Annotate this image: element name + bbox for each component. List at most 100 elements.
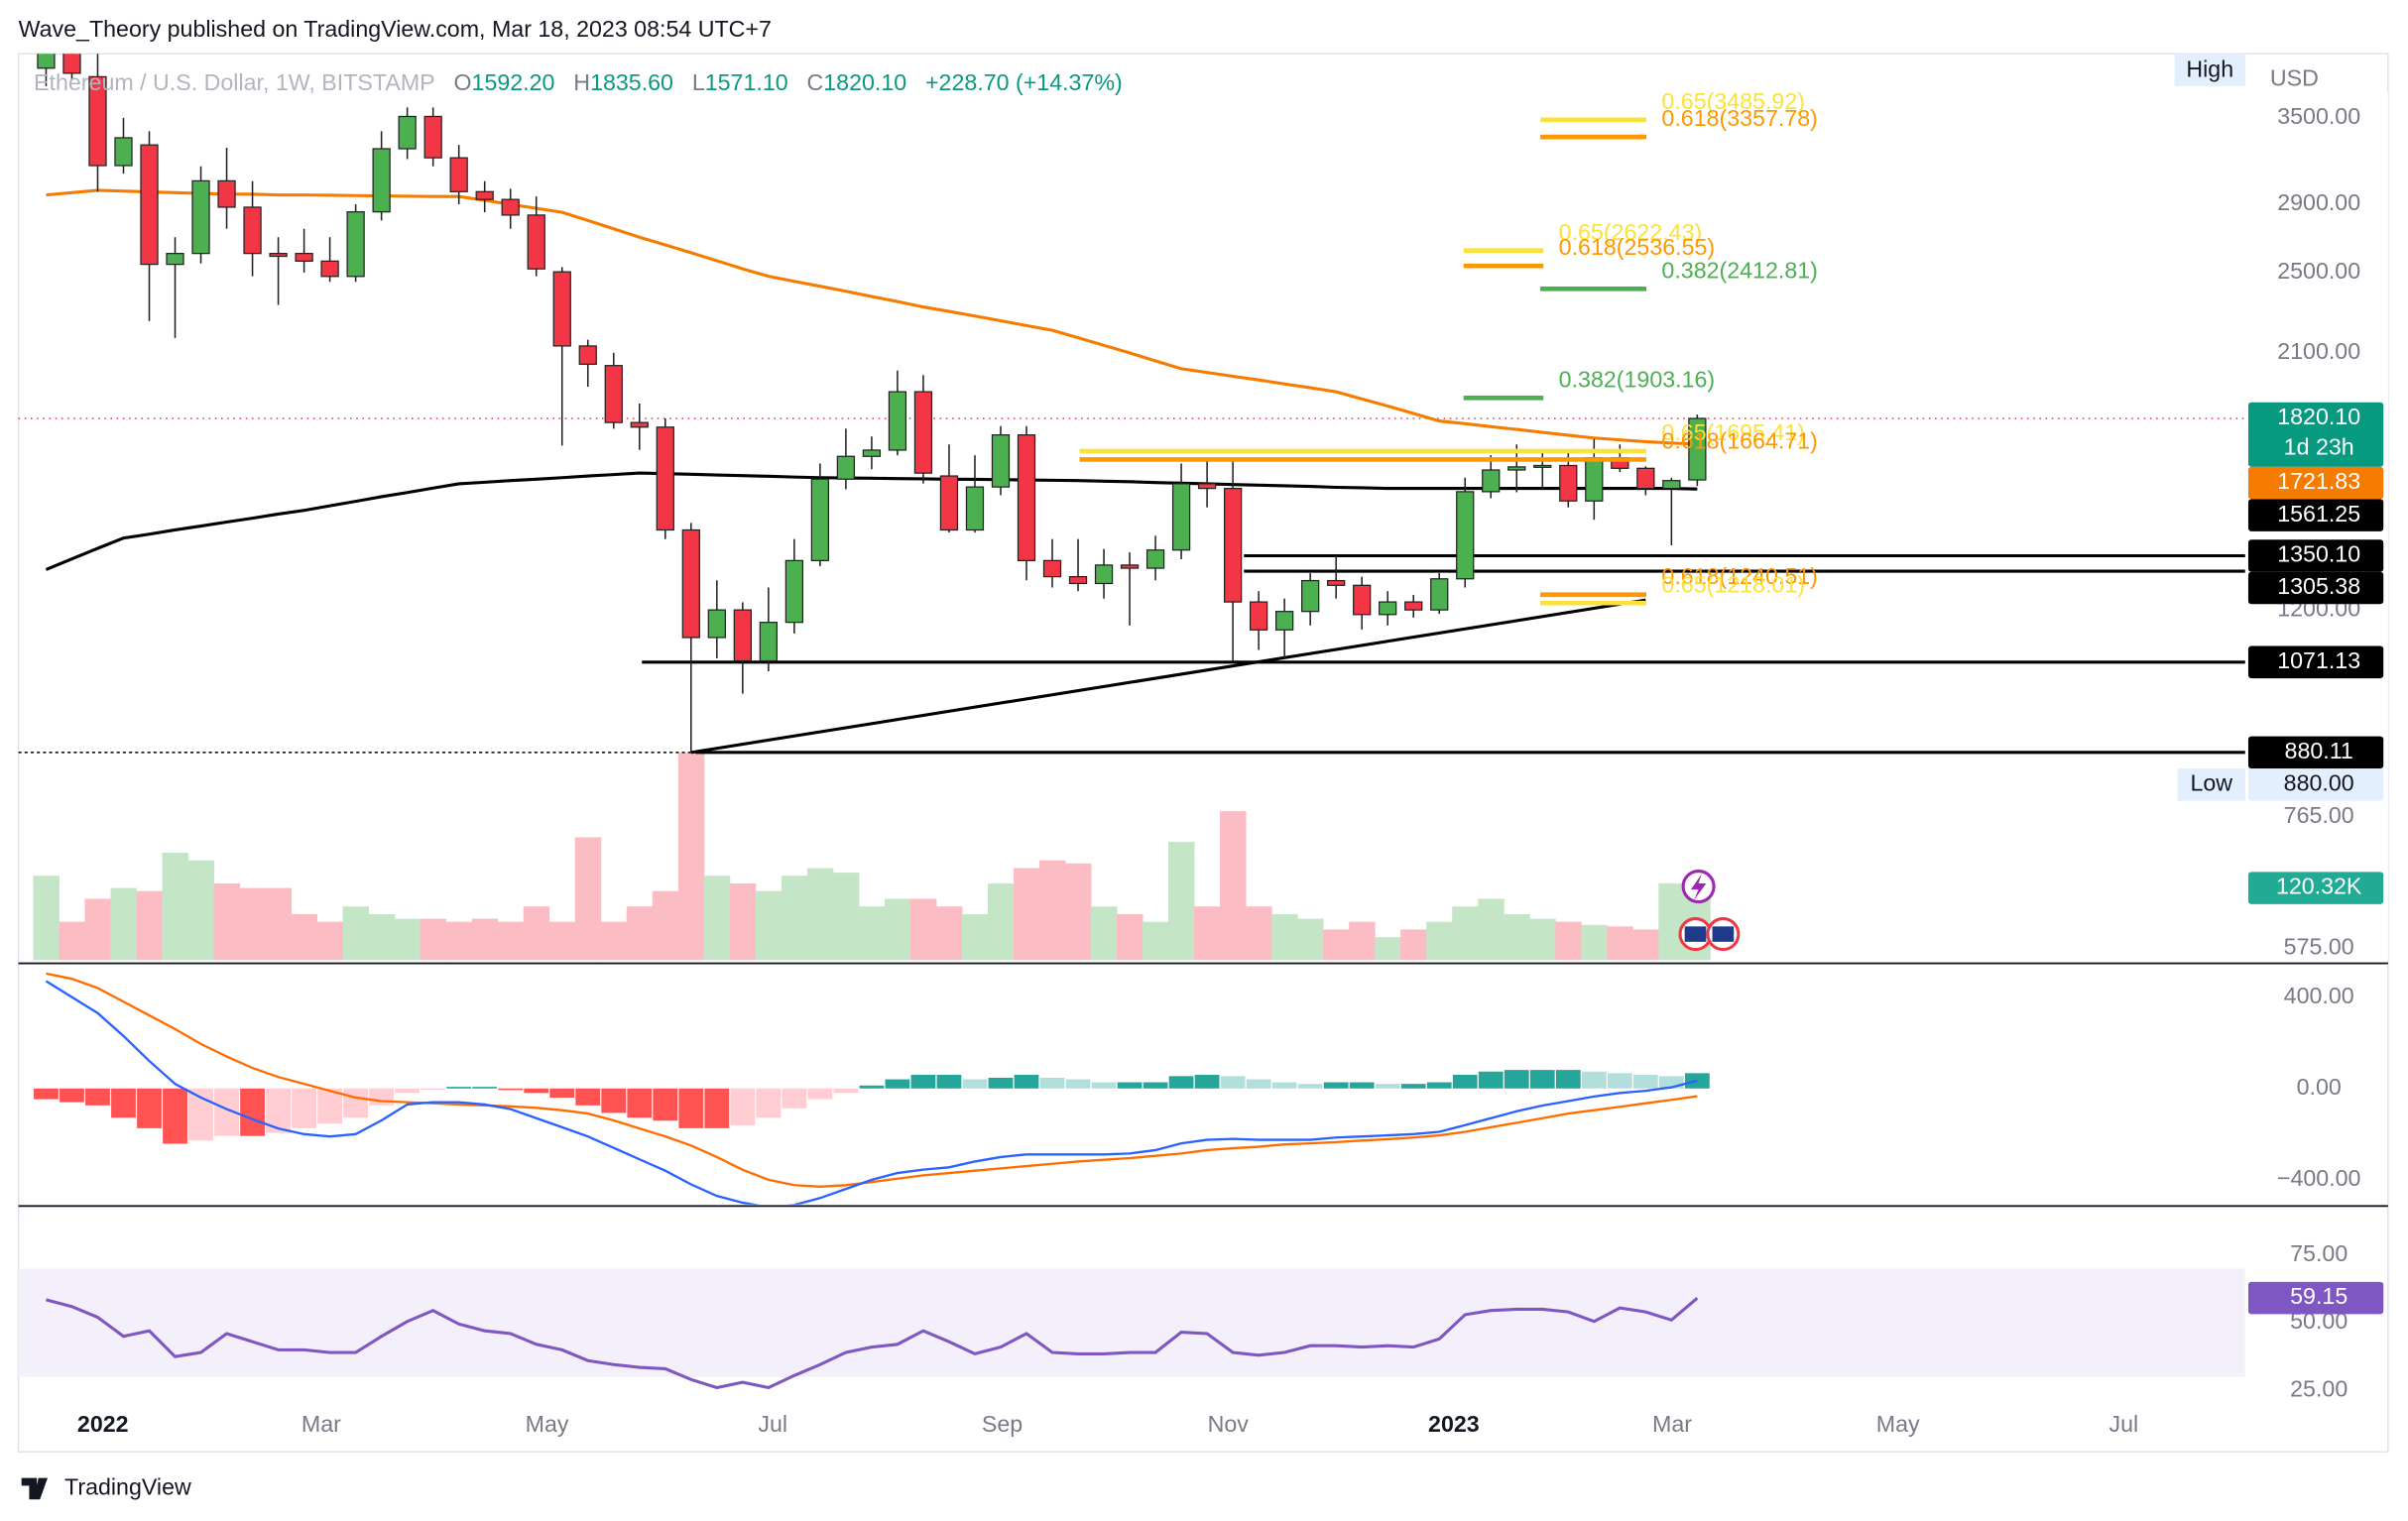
macd-bar [678,1088,704,1128]
candle-body [501,198,520,216]
price-label-box [2247,571,2384,605]
volume-bar [574,837,602,961]
rsi-label: 59.15 [2290,1283,2348,1309]
price-label-box [2247,402,2384,467]
y-tick-label: 575.00 [2284,933,2354,959]
macd-bar [1246,1079,1271,1089]
volume-bar [136,890,163,961]
volume-bar [110,887,137,961]
candle-body [836,455,856,480]
candle-body [1017,434,1036,561]
candle-body [1688,417,1707,481]
macd-bar [111,1088,136,1118]
macd-bar [756,1088,782,1118]
macd-bar [627,1088,653,1118]
x-tick-label: Sep [982,1411,1023,1437]
price-label-box [2247,539,2384,572]
macd-bar [395,1088,421,1094]
legend: Ethereum / U.S. Dollar, 1W, BITSTAMP O15… [34,69,1123,95]
price-tag: Low [2190,770,2232,796]
candle-body [1353,584,1372,616]
macd-bar [1529,1070,1555,1089]
volume-bar [1555,921,1582,961]
x-tick-label: Mar [1652,1411,1692,1437]
volume-bar [368,913,396,961]
macd-bar [1014,1074,1039,1089]
macd-bar [1632,1074,1658,1089]
fib-label: 0.65(1695.41) [1661,419,1805,445]
fib-label: 0.65(2622.43) [1559,219,1703,245]
candle-body [449,157,468,192]
candle-body [475,190,494,200]
price-label-sub: 1d 23h [2284,433,2354,459]
macd-bar [498,1088,524,1091]
candle-body [140,144,159,266]
volume-bar [471,918,499,961]
volume-bar [523,906,550,961]
candle-body [1662,480,1681,490]
x-tick-label: Jul [2108,1411,2138,1437]
volume-bar [1658,882,1685,961]
volume-bar [1504,913,1530,961]
macd-bar [1323,1082,1349,1089]
legend-value: 1820.10 [823,69,906,95]
volume-bar [1117,913,1144,961]
fib-label: 0.382(2412.81) [1661,257,1817,283]
volume-bar [316,921,344,961]
macd-bar [1297,1084,1323,1089]
legend-key: L [692,69,705,95]
candle-body [1068,575,1088,585]
macd-bar [446,1087,472,1089]
volume-bar [652,890,679,961]
candle-body [578,345,597,365]
candle-body [1275,611,1294,631]
volume-bar [1065,863,1092,961]
macd-bar [807,1088,833,1100]
y-tick-label: 0.00 [2297,1074,2342,1100]
macd-bar [1168,1076,1194,1089]
candle-body [888,391,907,451]
macd-bar [1220,1076,1246,1089]
macd-bar [1452,1074,1478,1089]
legend-key: H [573,69,590,95]
candle-body [295,253,313,262]
volume-bar [909,898,937,961]
candle-body [1533,464,1552,468]
volume-bar [858,906,886,961]
macd-bar [85,1088,110,1106]
candle-body [1223,487,1243,603]
candle-body [1249,601,1268,631]
candle-body [1379,601,1397,616]
y-tick-label: 765.00 [2284,802,2354,828]
candle-body [1120,564,1140,569]
macd-bar [421,1088,446,1091]
macd-bar [472,1087,498,1089]
candle-body [398,115,417,150]
candle-body [372,148,391,213]
macd-bar [1091,1082,1117,1089]
volume-bar [239,887,267,961]
volume-bar [1478,898,1505,961]
candle-body [1482,469,1501,493]
price-label: 1305.38 [2277,573,2360,599]
signal-line [46,972,1698,1188]
pane [18,1268,2245,1390]
volume-bar [1297,918,1324,961]
fib-label: 0.618(1240.51) [1661,563,1817,589]
candle-body [527,214,545,270]
candle-body [243,206,262,255]
volume-bar [33,876,60,961]
macd-bar [859,1085,885,1089]
x-tick-label: May [1876,1411,1920,1437]
macd-bar [1375,1084,1400,1089]
candle-body [707,609,726,639]
volume-bar [1220,811,1247,961]
y-tick-label: 2900.00 [2277,189,2360,215]
price-label: 880.11 [2285,738,2353,763]
macd-line [45,980,1698,1205]
y-tick-label: −400.00 [2277,1165,2361,1191]
legend-value: 1835.60 [590,69,673,95]
x-tick-label: 2022 [77,1411,129,1437]
candle-body [913,391,933,474]
moving-average [46,188,1698,446]
